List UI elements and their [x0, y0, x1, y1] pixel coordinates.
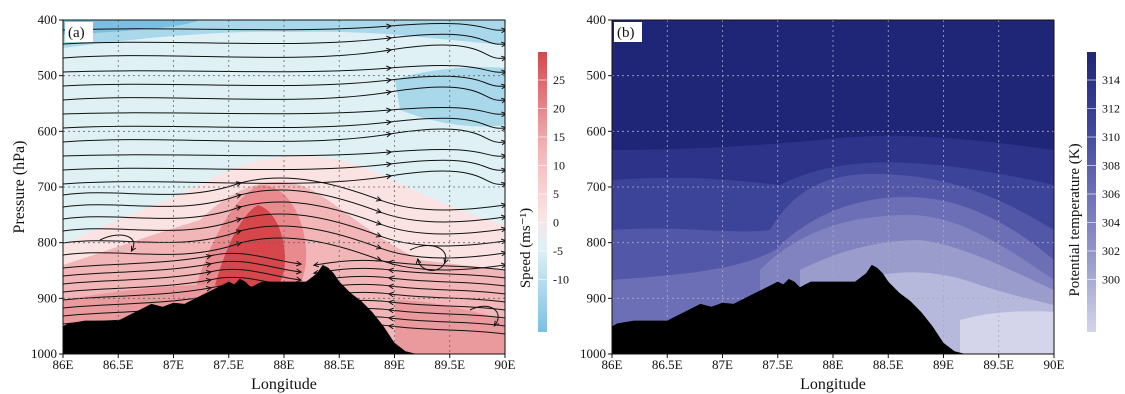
x-tick-label: 90E — [495, 357, 516, 372]
colorbar-tick-label: 300 — [1102, 273, 1120, 287]
y-tick-label: 500 — [587, 68, 607, 83]
y-tick-label: 1000 — [580, 346, 606, 361]
colorbar-tick-label: 314 — [1102, 73, 1120, 87]
colorbar-tick-label: -10 — [553, 273, 569, 287]
panel-a-upper-strong-negative — [63, 20, 200, 35]
panel-a-field — [63, 20, 505, 354]
colorbar-tick-label: 310 — [1102, 130, 1120, 144]
colorbar-tick-label: 302 — [1102, 244, 1120, 258]
y-tick-label: 400 — [587, 12, 607, 27]
streamline — [63, 252, 300, 269]
x-tick-label: 89E — [933, 357, 954, 372]
streamline — [469, 305, 498, 325]
streamline — [63, 268, 300, 285]
panel-a-streamlines — [63, 23, 505, 335]
streamline — [63, 128, 505, 142]
streamline — [99, 234, 134, 250]
streamline — [63, 86, 505, 100]
panel-b-colorbar-title: Potential temperature (K) — [1067, 143, 1083, 296]
panel-a: 86E 86.5E 87E 87.5E 88E 88.5E 89E 89.5E 90E40050… — [11, 12, 569, 393]
streamline — [315, 268, 505, 279]
colorbar-tick-label: 5 — [553, 187, 559, 201]
colorbar-tick-label: 10 — [553, 159, 565, 173]
streamline — [315, 260, 505, 271]
panel-a-y-title: Pressure (hPa) — [11, 141, 28, 234]
x-tick-label: 88.5E — [873, 357, 904, 372]
streamline — [63, 44, 505, 58]
y-tick-label: 700 — [587, 179, 607, 194]
colorbar-tick-label: 306 — [1102, 187, 1120, 201]
streamline — [63, 23, 505, 31]
panel-b-x-title: Longitude — [800, 376, 866, 393]
streamline — [63, 260, 300, 277]
y-tick-label: 900 — [587, 290, 607, 305]
y-tick-label: 900 — [38, 290, 58, 305]
y-tick-label: 1000 — [31, 346, 57, 361]
x-tick-label: 88E — [274, 357, 295, 372]
panel-a-colorbar-title: Speed (ms⁻¹) — [518, 208, 534, 288]
y-tick-label: 800 — [38, 235, 58, 250]
panel-a-label-box — [65, 22, 93, 42]
x-tick-label: 89E — [384, 357, 405, 372]
panel-b-label-box — [614, 22, 642, 42]
x-tick-label: 88E — [823, 357, 844, 372]
panel-b-label: (b) — [617, 25, 635, 41]
x-tick-label: 87.5E — [762, 357, 793, 372]
colorbar-tick-label: 0 — [553, 216, 559, 230]
x-tick-label: 87E — [712, 357, 733, 372]
streamline — [63, 33, 505, 44]
panel-b-field — [612, 20, 1054, 354]
colorbar-tick-label: 304 — [1102, 216, 1120, 230]
x-tick-label: 88.5E — [324, 357, 355, 372]
x-tick-label: 86E — [602, 357, 623, 372]
streamline — [63, 159, 505, 170]
panel-b-grid — [612, 20, 1054, 354]
x-tick-label: 89.5E — [983, 357, 1014, 372]
panel-a-ticks: 86E 86.5E 87E 87.5E 88E 88.5E 89E 89.5E 90E 400 50… — [31, 12, 516, 372]
y-tick-label: 500 — [38, 68, 58, 83]
streamline — [63, 170, 505, 184]
streamline — [409, 245, 446, 271]
y-tick-label: 800 — [587, 235, 607, 250]
panel-b-terrain — [612, 264, 1054, 354]
panel-b-ticks: 86E 86.5E 87E 87.5E 88E 88.5E 89E 89.5E 90E 400 50… — [580, 12, 1065, 372]
colorbar-tick-label: 308 — [1102, 159, 1120, 173]
panel-a-colorbar-ticks: 25 20 15 10 5 0 -5 -10 — [538, 73, 569, 287]
streamline — [63, 75, 505, 86]
x-tick-label: 90E — [1044, 357, 1065, 372]
panel-a-colorbar-bar — [538, 52, 547, 332]
streamline — [63, 237, 505, 271]
colorbar-tick-label: -5 — [553, 244, 563, 258]
panel-a-terrain — [63, 264, 505, 354]
y-tick-label: 700 — [38, 179, 58, 194]
colorbar-tick-label: 20 — [553, 102, 565, 116]
x-tick-label: 89.5E — [434, 357, 465, 372]
panel-b-band-8 — [960, 311, 1054, 354]
panel-b-colorbar-bar — [1087, 52, 1096, 332]
colorbar-tick-label: 25 — [553, 73, 565, 87]
x-tick-label: 87.5E — [213, 357, 244, 372]
y-tick-label: 600 — [38, 123, 58, 138]
panel-a-x-title: Longitude — [251, 376, 317, 393]
panel-b-colorbar-ticks: 314 312 310 308 306 304 302 300 — [1087, 73, 1120, 287]
colorbar-tick-label: 312 — [1102, 102, 1120, 116]
x-tick-label: 87E — [163, 357, 184, 372]
x-tick-label: 86E — [53, 357, 74, 372]
panel-a-colorbar: 25 20 15 10 5 0 -5 -10 Speed (ms⁻¹) — [518, 52, 569, 332]
panel-a-label: (a) — [68, 25, 85, 41]
y-tick-label: 400 — [38, 12, 58, 27]
x-tick-label: 86.5E — [103, 357, 134, 372]
streamline — [63, 149, 505, 157]
panel-b-colorbar: 314 312 310 308 306 304 302 300 Potential tempe… — [1067, 52, 1120, 332]
panel-b: 86E 86.5E 87E 87.5E 88E 88.5E 89E 89.5E 90E 400 50… — [580, 12, 1120, 393]
streamline — [63, 117, 505, 128]
colorbar-tick-label: 15 — [553, 130, 565, 144]
y-tick-label: 600 — [587, 123, 607, 138]
x-tick-label: 86.5E — [652, 357, 683, 372]
streamline — [63, 65, 505, 73]
streamline — [63, 107, 505, 115]
